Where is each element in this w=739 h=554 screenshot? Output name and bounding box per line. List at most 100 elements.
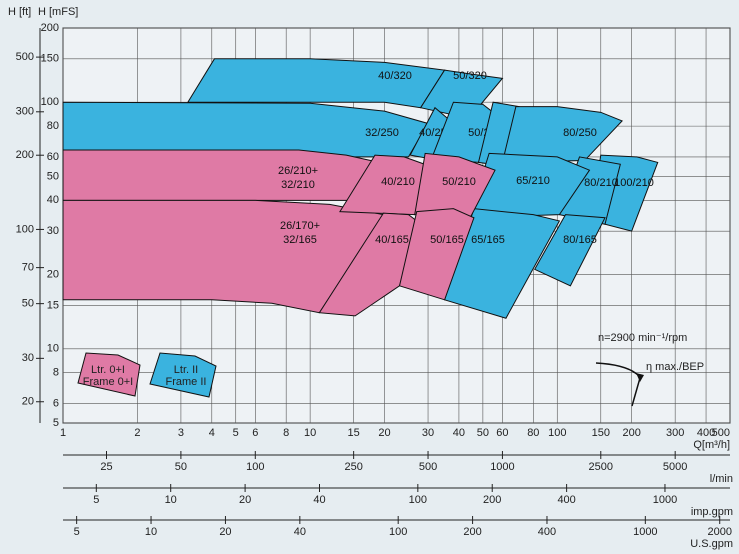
- x-tick-label: 4: [209, 427, 215, 439]
- x-tick-label: 40: [453, 427, 465, 439]
- region-label: 26/210+: [278, 165, 318, 177]
- x-tick-label: 20: [378, 427, 390, 439]
- region-label: 80/250: [563, 127, 597, 139]
- x-tick-label: 6: [252, 427, 258, 439]
- x-tick-label: 80: [527, 427, 539, 439]
- scale-tick-label: 5: [93, 494, 99, 506]
- region-label: 80/210: [584, 177, 618, 189]
- x-tick-label: 300: [666, 427, 684, 439]
- y-tick-label: 20: [47, 268, 59, 280]
- region-label: 40/210: [381, 176, 415, 188]
- region-label: 65/210: [516, 175, 550, 187]
- x-tick-label: 2: [134, 427, 140, 439]
- y2-tick-label: 20: [22, 396, 34, 408]
- x-tick-label: 200: [622, 427, 640, 439]
- y2-tick-label: 300: [16, 106, 34, 118]
- region-label: 50/165: [430, 234, 464, 246]
- y2-tick-label: 100: [16, 223, 34, 235]
- x-tick-label: 150: [592, 427, 610, 439]
- scale-label: l/min: [710, 473, 733, 485]
- y-tick-label: 50: [47, 170, 59, 182]
- y-tick-label: 30: [47, 225, 59, 237]
- pump-region: [468, 152, 591, 219]
- y2-tick-label: 30: [22, 352, 34, 364]
- pump-region: [186, 58, 446, 109]
- y-tick-label: 40: [47, 194, 59, 206]
- x-tick-label: 8: [283, 427, 289, 439]
- scale-tick-label: 1000: [633, 526, 657, 538]
- scale-tick-label: 2500: [589, 461, 613, 473]
- scale-tick-label: 100: [246, 461, 264, 473]
- scale-tick-label: 100: [389, 526, 407, 538]
- scale-tick-label: 20: [219, 526, 231, 538]
- y-tick-label: 80: [47, 120, 59, 132]
- scale-tick-label: 40: [294, 526, 306, 538]
- region-label: 100/210: [614, 177, 654, 189]
- x-tick-label: 10: [304, 427, 316, 439]
- scale-tick-label: 100: [409, 494, 427, 506]
- region-label: 40/320: [378, 70, 412, 82]
- bep-note: η max./BEP: [646, 361, 704, 373]
- region-label: 26/170+: [280, 220, 320, 232]
- region-label: 50/320: [453, 70, 487, 82]
- legend-label: Frame II: [166, 376, 207, 388]
- scale-tick-label: 5: [74, 526, 80, 538]
- y2-tick-label: 70: [22, 262, 34, 274]
- pump-region: [62, 149, 380, 201]
- scale-tick-label: 20: [239, 494, 251, 506]
- region-label: 50/210: [442, 176, 476, 188]
- x-tick-label: 1: [60, 427, 66, 439]
- legend-swatch: [77, 352, 141, 397]
- scale-label: U.S.gpm: [690, 538, 733, 550]
- x-tick-label: 30: [422, 427, 434, 439]
- x-tick-label: 5: [233, 427, 239, 439]
- scale-tick-label: 250: [344, 461, 362, 473]
- x-tick-label: 60: [496, 427, 508, 439]
- y-tick-label: 100: [41, 96, 59, 108]
- scale-tick-label: 2000: [707, 526, 731, 538]
- scale-tick-label: 200: [463, 526, 481, 538]
- scale-tick-label: 200: [483, 494, 501, 506]
- y-tick-label: 60: [47, 151, 59, 163]
- legend-swatch: [149, 352, 217, 398]
- y-tick-label: 8: [53, 367, 59, 379]
- region-label: 32/210: [281, 179, 315, 191]
- scale-tick-label: 25: [100, 461, 112, 473]
- y-tick-label: 200: [41, 22, 59, 34]
- scale-tick-label: 5000: [663, 461, 687, 473]
- scale-tick-label: 400: [557, 494, 575, 506]
- legend-label: Ltr. 0+I: [91, 364, 125, 376]
- legend-label: Ltr. II: [174, 364, 198, 376]
- bep-marker: [636, 373, 644, 382]
- y-tick-label: 15: [47, 299, 59, 311]
- y-tick-label: 6: [53, 397, 59, 409]
- x-tick-label: 400: [697, 427, 715, 439]
- y-tick-label: 150: [41, 53, 59, 65]
- scale-tick-label: 50: [175, 461, 187, 473]
- region-label: 65/165: [471, 234, 505, 246]
- scale-tick-label: 10: [145, 526, 157, 538]
- x-tick-label: 500: [712, 427, 730, 439]
- scale-tick-label: 10: [165, 494, 177, 506]
- scale-tick-label: 400: [538, 526, 556, 538]
- pump-region: [419, 69, 504, 119]
- x-tick-label: 50: [477, 427, 489, 439]
- x-tick-label: 100: [548, 427, 566, 439]
- y-tick-label: 10: [47, 343, 59, 355]
- region-label: 80/165: [563, 234, 597, 246]
- y2-axis-label: H [ft]: [8, 6, 31, 18]
- x-tick-label: 3: [178, 427, 184, 439]
- legend-label: Frame 0+I: [83, 376, 133, 388]
- scale-tick-label: 500: [419, 461, 437, 473]
- speed-note: n=2900 min⁻¹/rpm: [598, 332, 687, 344]
- region-label: 32/165: [283, 234, 317, 246]
- x-tick-label: 15: [348, 427, 360, 439]
- region-label: 32/250: [365, 127, 399, 139]
- y2-tick-label: 50: [22, 298, 34, 310]
- y-tick-label: 5: [53, 417, 59, 429]
- pump-region: [533, 214, 606, 287]
- region-label: 40/165: [375, 234, 409, 246]
- scale-label: imp.gpm: [691, 506, 733, 518]
- scale-tick-label: 40: [313, 494, 325, 506]
- y-axis-label: H [mFS]: [38, 6, 78, 18]
